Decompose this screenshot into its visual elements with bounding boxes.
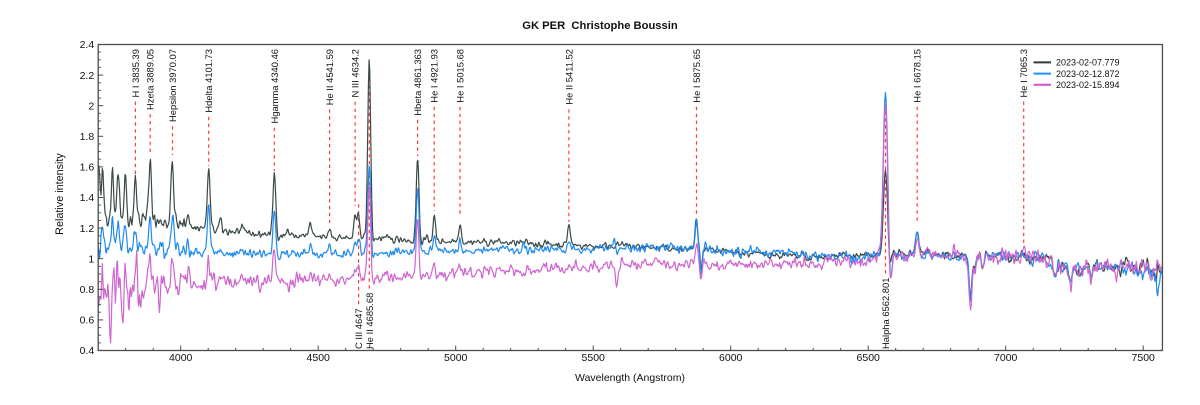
svg-text:Hgamma 4340.46: Hgamma 4340.46 [269,49,280,124]
svg-text:He II 4685.68: He II 4685.68 [364,293,375,349]
svg-text:7000: 7000 [994,352,1018,364]
svg-text:1.2: 1.2 [80,223,95,235]
svg-text:He I 4921.93: He I 4921.93 [429,49,440,103]
svg-text:4000: 4000 [169,352,193,364]
svg-text:0.8: 0.8 [80,284,95,296]
svg-text:Relative intensity: Relative intensity [54,153,66,235]
svg-text:Wavelength (Angstrom): Wavelength (Angstrom) [575,372,685,384]
svg-text:1: 1 [88,253,94,265]
svg-text:0.4: 0.4 [80,345,95,357]
svg-text:He I 5875.65: He I 5875.65 [691,49,702,103]
svg-text:He II 5411.52: He II 5411.52 [563,49,574,105]
svg-text:4500: 4500 [307,352,331,364]
svg-text:2.4: 2.4 [80,39,95,51]
svg-text:1.6: 1.6 [80,162,95,174]
svg-text:He I 7065.3: He I 7065.3 [1018,49,1029,97]
svg-text:7500: 7500 [1132,352,1156,364]
svg-text:H I 3835.39: H I 3835.39 [130,49,141,97]
svg-text:He I 5015.68: He I 5015.68 [455,49,466,103]
svg-text:2023-02-12.872: 2023-02-12.872 [1056,69,1120,79]
svg-text:Hdelta 4101.73: Hdelta 4101.73 [203,49,214,113]
svg-text:2.2: 2.2 [80,70,95,82]
svg-text:5500: 5500 [582,352,606,364]
svg-text:He II 4541.59: He II 4541.59 [324,49,335,105]
svg-text:Hbeta 4861.363: Hbeta 4861.363 [412,49,423,116]
svg-text:2023-02-15.894: 2023-02-15.894 [1056,80,1120,90]
svg-text:6000: 6000 [719,352,743,364]
svg-text:2023-02-07.779: 2023-02-07.779 [1056,58,1120,68]
svg-text:5000: 5000 [444,352,468,364]
svg-text:1.4: 1.4 [80,192,95,204]
svg-text:Halpha 6562.801: Halpha 6562.801 [880,278,891,349]
svg-text:C III 4647: C III 4647 [353,308,364,349]
svg-text:6500: 6500 [857,352,881,364]
svg-text:He I 6678.15: He I 6678.15 [912,49,923,103]
svg-text:GK PER Christophe Boussin: GK PER Christophe Boussin [522,20,678,32]
svg-text:2: 2 [88,100,94,112]
svg-text:Hzeta 3889.05: Hzeta 3889.05 [145,49,156,110]
svg-text:0.6: 0.6 [80,315,95,327]
svg-text:1.8: 1.8 [80,131,95,143]
svg-text:N III 4634.2: N III 4634.2 [350,49,361,97]
svg-text:Hepsilon 3970.07: Hepsilon 3970.07 [167,49,178,122]
